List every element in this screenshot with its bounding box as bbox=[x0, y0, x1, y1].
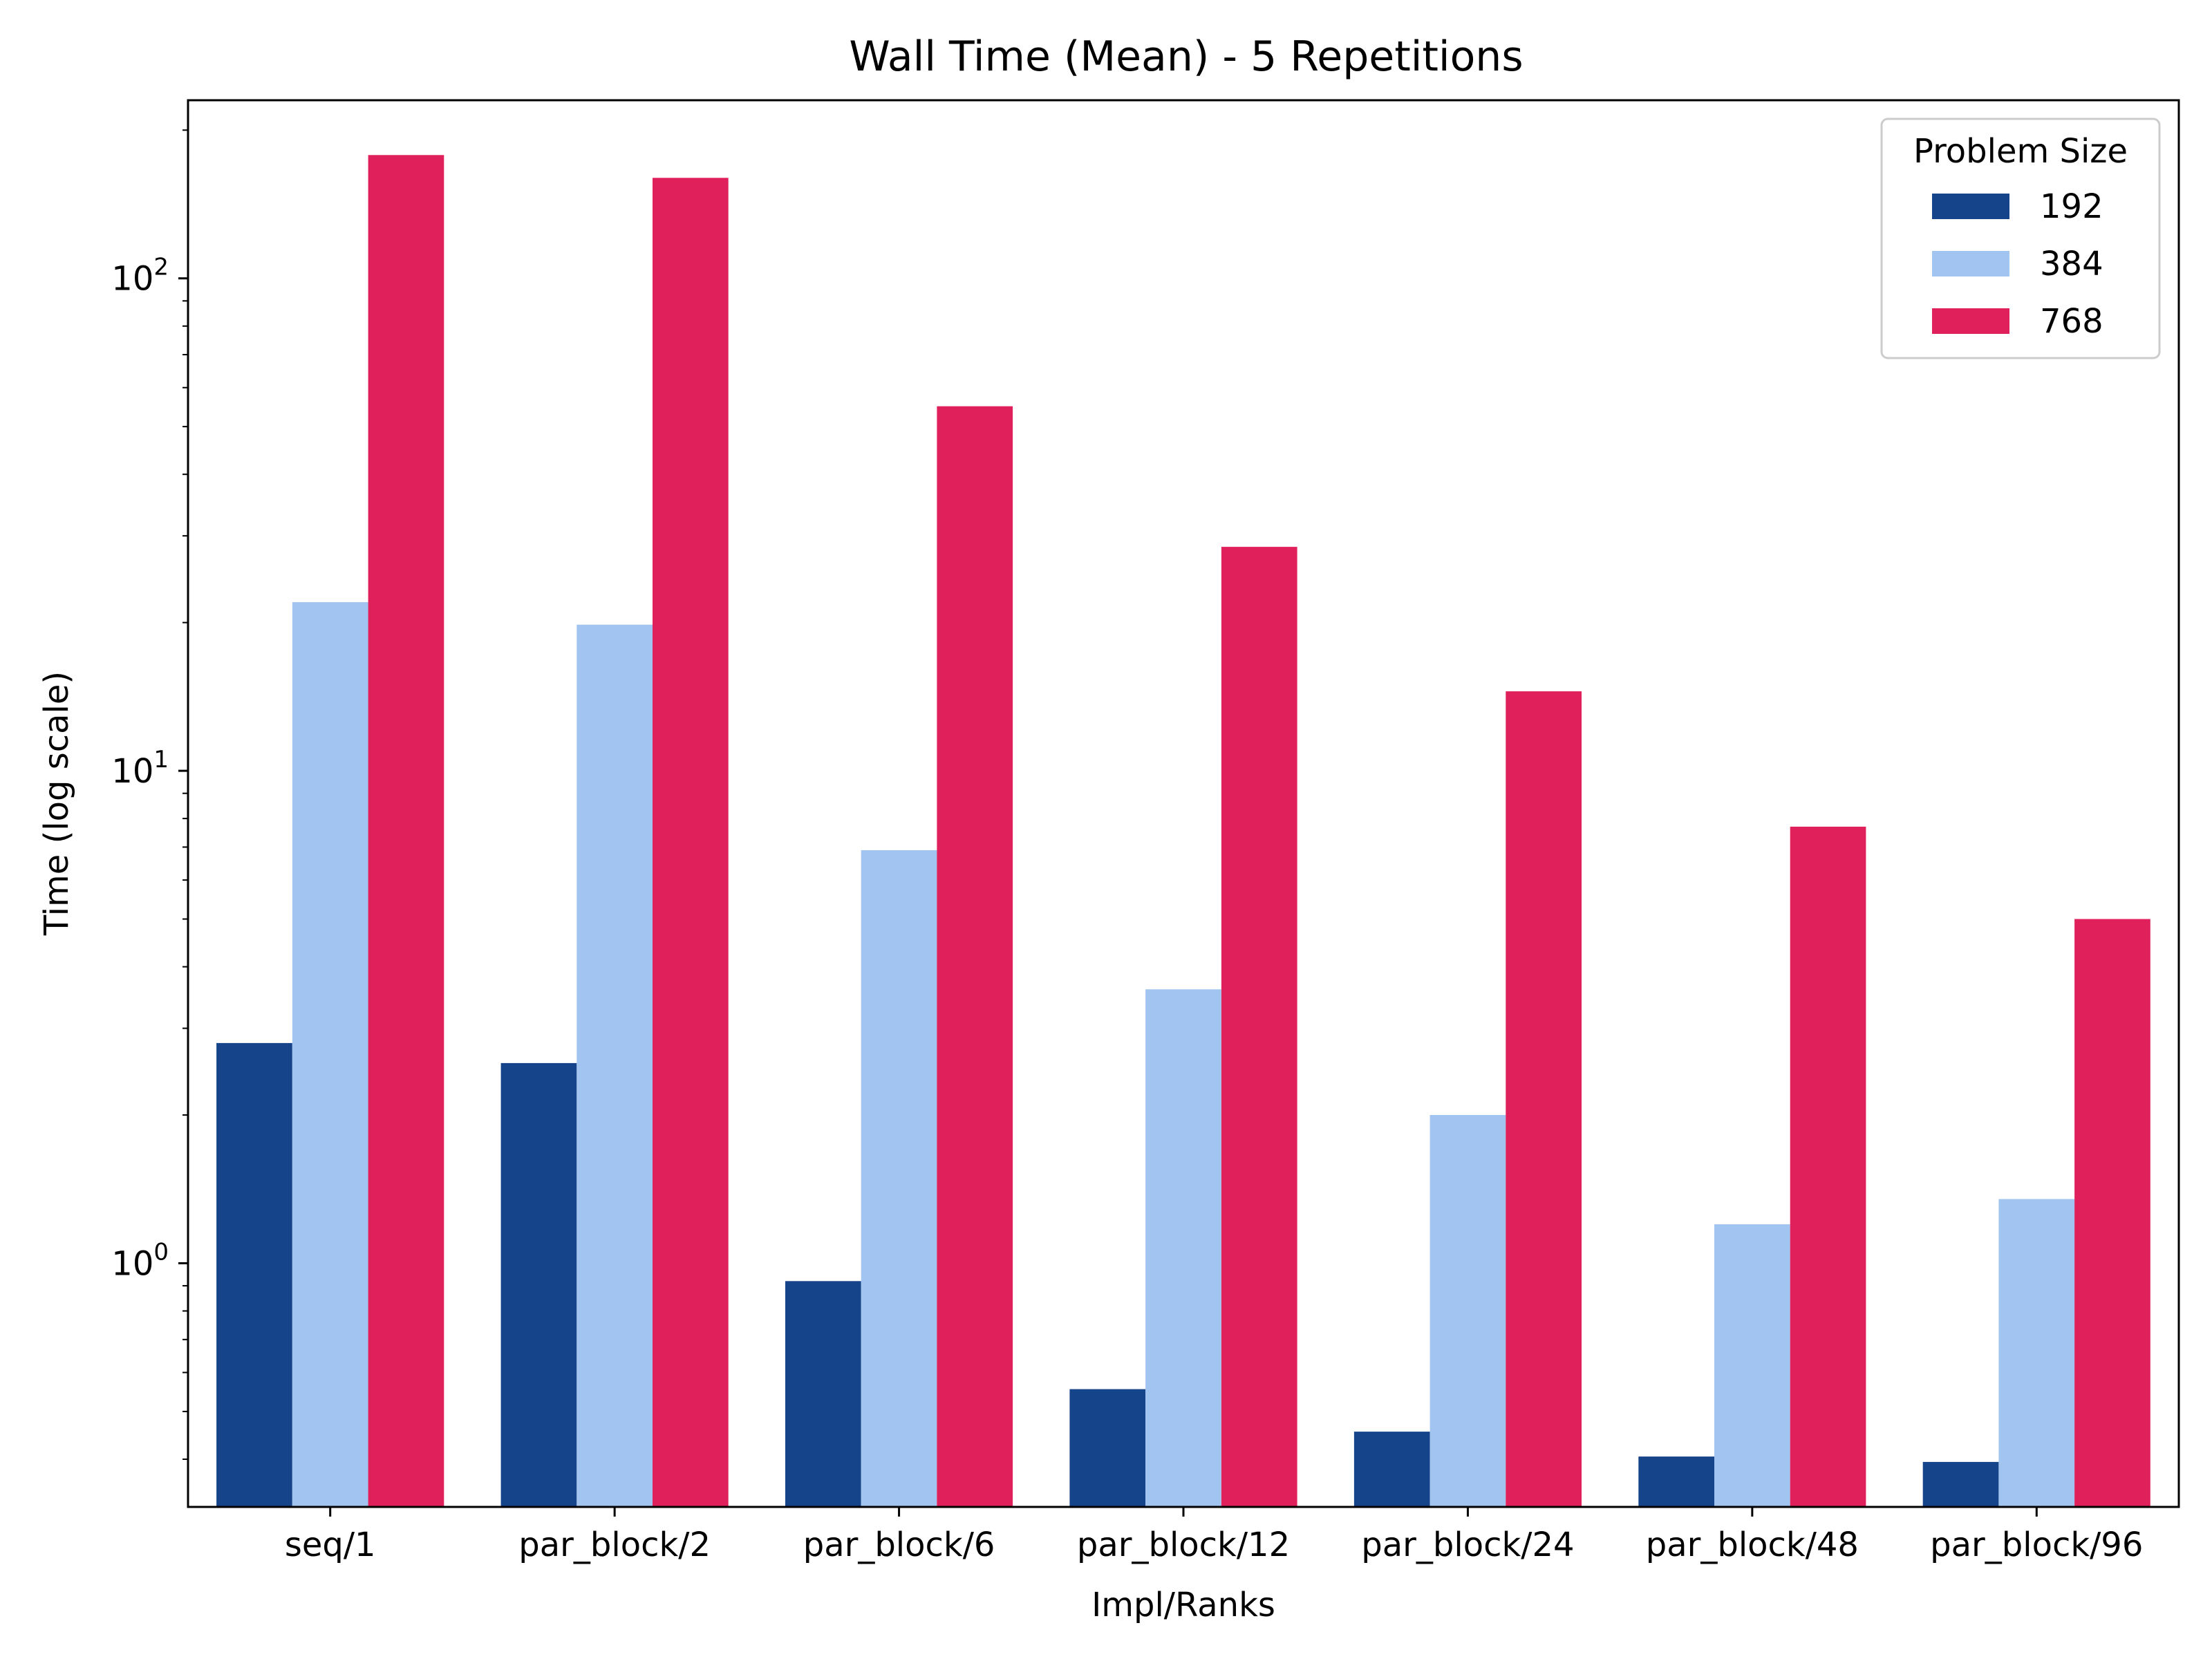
bar-384-par_block/2 bbox=[577, 624, 653, 1508]
legend-swatch-384 bbox=[1932, 251, 2009, 276]
legend-label-192: 192 bbox=[2040, 187, 2103, 226]
y-axis: 100 101 102 bbox=[111, 129, 188, 1460]
bar-192-par_block/2 bbox=[500, 1062, 577, 1507]
x-tick-label: par_block/2 bbox=[518, 1526, 711, 1564]
x-axis: seq/1 par_block/2 par_block/6 par_block/12 p… bbox=[285, 1507, 2143, 1564]
legend-items: 192 384 768 bbox=[1932, 187, 2103, 341]
bar-384-par_block/96 bbox=[1998, 1199, 2075, 1507]
y-axis-label: Time (log scale) bbox=[37, 671, 76, 936]
chart-title: Wall Time (Mean) - 5 Repetitions bbox=[849, 32, 1523, 81]
bar-384-par_block/48 bbox=[1714, 1224, 1790, 1507]
legend-label-384: 384 bbox=[2040, 245, 2103, 283]
bar-384-par_block/6 bbox=[861, 850, 937, 1507]
y-tick-label: 100 bbox=[111, 1238, 169, 1283]
legend-frame bbox=[1880, 118, 2161, 359]
bar-768-par_block/48 bbox=[1790, 826, 1866, 1507]
bar-192-par_block/48 bbox=[1638, 1456, 1714, 1507]
x-tick-label: par_block/24 bbox=[1361, 1526, 1574, 1564]
bar-768-par_block/96 bbox=[2074, 919, 2150, 1507]
legend-swatch-192 bbox=[1932, 194, 2009, 219]
bar-192-par_block/24 bbox=[1353, 1432, 1430, 1507]
legend-title: Problem Size bbox=[1913, 132, 2128, 171]
bar-384-par_block/12 bbox=[1145, 989, 1221, 1507]
plot-area bbox=[216, 155, 2150, 1508]
bar-768-par_block/24 bbox=[1506, 691, 1582, 1507]
bar-384-seq/1 bbox=[292, 602, 368, 1507]
x-tick-label: par_block/48 bbox=[1646, 1526, 1859, 1564]
legend: Problem Size 192 384 768 bbox=[1880, 118, 2161, 359]
bar-192-seq/1 bbox=[216, 1042, 292, 1507]
y-tick-label: 102 bbox=[111, 254, 169, 299]
x-tick-label: seq/1 bbox=[285, 1526, 376, 1564]
x-tick-label: par_block/6 bbox=[803, 1526, 995, 1564]
bar-384-par_block/24 bbox=[1430, 1115, 1506, 1507]
y-tick-label: 101 bbox=[111, 746, 169, 791]
bar-192-par_block/6 bbox=[785, 1281, 861, 1507]
x-axis-label: Impl/Ranks bbox=[1091, 1586, 1275, 1624]
bar-768-seq/1 bbox=[368, 155, 444, 1507]
bar-768-par_block/2 bbox=[653, 178, 729, 1507]
bar-768-par_block/6 bbox=[937, 406, 1013, 1508]
x-tick-label: par_block/12 bbox=[1077, 1526, 1290, 1564]
bar-192-par_block/96 bbox=[1922, 1461, 1999, 1507]
legend-label-768: 768 bbox=[2040, 302, 2103, 341]
x-tick-label: par_block/96 bbox=[1930, 1526, 2143, 1564]
bar-192-par_block/12 bbox=[1069, 1389, 1146, 1507]
bar-768-par_block/12 bbox=[1221, 547, 1297, 1507]
legend-swatch-768 bbox=[1932, 308, 2009, 334]
